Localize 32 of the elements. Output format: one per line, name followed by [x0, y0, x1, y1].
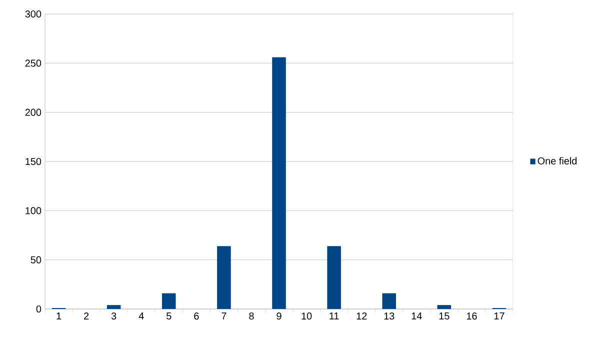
y-tick-label: 100: [26, 207, 42, 214]
x-tick-label: 17: [494, 312, 504, 320]
y-tick-label: 250: [25, 60, 42, 67]
y-tick-label: 150: [26, 158, 42, 166]
x-tick-label: 16: [466, 312, 477, 320]
bar: [272, 57, 286, 309]
x-tick-label: 12: [356, 312, 367, 320]
bar: [327, 246, 341, 309]
y-tick-label: 200: [25, 108, 42, 116]
x-tick-label: 9: [276, 312, 282, 320]
x-tick-label: 2: [84, 312, 89, 320]
y-tick-label: 50: [30, 256, 42, 264]
x-tick-label: 11: [330, 312, 339, 320]
x-tick-label: 14: [412, 312, 422, 320]
bar: [382, 293, 396, 309]
bar: [437, 305, 452, 309]
bar: [162, 293, 176, 309]
x-tick-label: 13: [384, 312, 394, 320]
x-tick-label: 10: [302, 312, 312, 320]
bar: [106, 305, 121, 309]
x-tick-label: 7: [222, 312, 226, 320]
x-tick-label: 6: [194, 312, 199, 320]
legend-label: One field: [538, 157, 577, 164]
x-tick-label: 5: [166, 312, 172, 320]
x-tick-label: 3: [111, 312, 116, 320]
x-tick-label: 8: [249, 312, 254, 320]
y-tick-label: 0: [36, 305, 42, 313]
bar: [217, 246, 231, 309]
y-tick-label: 300: [25, 10, 42, 18]
x-tick-label: 4: [138, 312, 144, 320]
x-tick-label: 15: [439, 312, 450, 320]
x-tick-label: 1: [56, 312, 62, 320]
